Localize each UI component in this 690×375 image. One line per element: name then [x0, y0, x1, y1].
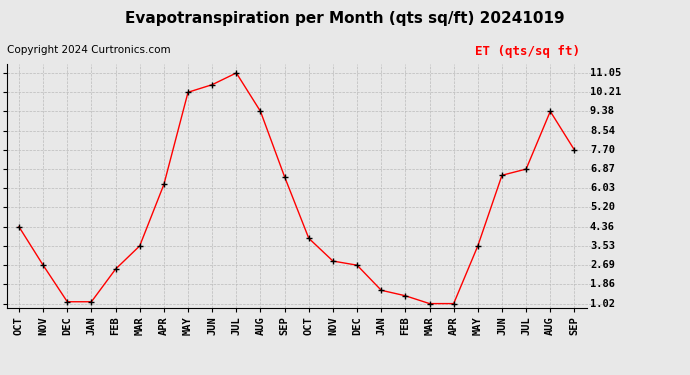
Text: 3.53: 3.53 — [590, 241, 615, 251]
Text: 7.70: 7.70 — [590, 145, 615, 155]
Text: 5.20: 5.20 — [590, 202, 615, 213]
Text: 10.21: 10.21 — [590, 87, 621, 97]
Text: 2.69: 2.69 — [590, 260, 615, 270]
Text: Copyright 2024 Curtronics.com: Copyright 2024 Curtronics.com — [7, 45, 170, 55]
Text: 1.86: 1.86 — [590, 279, 615, 289]
Text: 9.38: 9.38 — [590, 106, 615, 116]
Text: 1.02: 1.02 — [590, 298, 615, 309]
Text: 11.05: 11.05 — [590, 68, 621, 78]
Text: ET (qts/sq ft): ET (qts/sq ft) — [475, 45, 580, 58]
Text: 8.54: 8.54 — [590, 126, 615, 136]
Text: 6.03: 6.03 — [590, 183, 615, 194]
Text: 4.36: 4.36 — [590, 222, 615, 232]
Text: 6.87: 6.87 — [590, 164, 615, 174]
Text: Evapotranspiration per Month (qts sq/ft) 20241019: Evapotranspiration per Month (qts sq/ft)… — [125, 11, 565, 26]
